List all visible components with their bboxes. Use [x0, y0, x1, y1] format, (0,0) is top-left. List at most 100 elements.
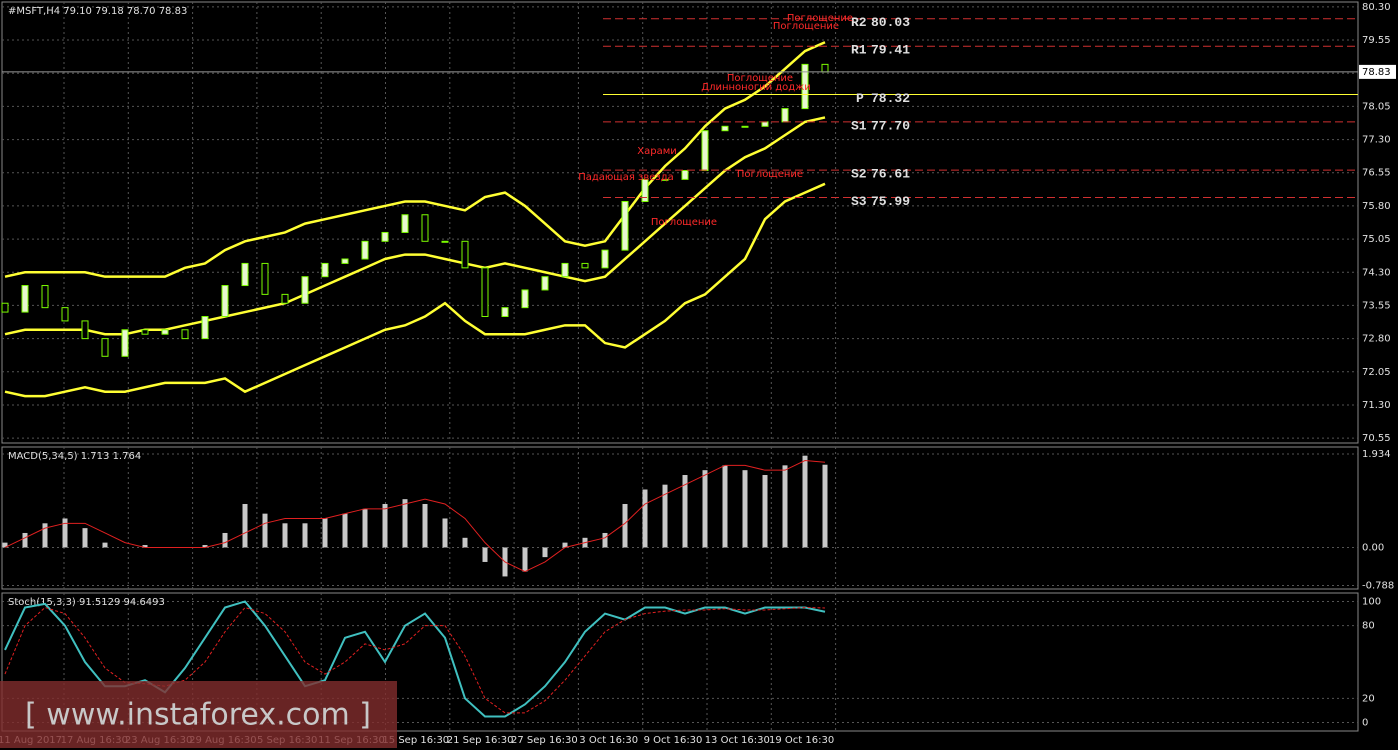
macd-bar [542, 547, 548, 558]
y-tick-label: -0.788 [1362, 581, 1394, 592]
time-label: 19 Oct 16:30 [769, 735, 834, 746]
macd-bar [782, 465, 788, 548]
macd-bar [822, 464, 828, 548]
candle [21, 285, 29, 313]
pivot-name: P [856, 91, 864, 106]
candle [81, 320, 89, 340]
pivot-name: S3 [851, 194, 867, 209]
current-price-box [1359, 64, 1396, 79]
macd-bar [462, 537, 468, 548]
pivot-name: S1 [851, 118, 867, 133]
macd-bar [622, 503, 628, 548]
candle [321, 262, 329, 278]
y-tick-label: 75.05 [1362, 234, 1391, 245]
macd-bar [522, 547, 528, 572]
pattern-annotation: Поглощение [787, 13, 853, 24]
candle [501, 307, 509, 317]
pattern-annotation: Поглощение [727, 73, 793, 84]
candle [801, 63, 809, 110]
y-tick-label: 80 [1362, 621, 1375, 632]
macd-bar [662, 484, 668, 548]
candle [561, 262, 569, 278]
y-tick-label: 0 [1362, 718, 1368, 729]
pattern-annotation: Длинноногий доджи [701, 82, 810, 93]
pivot-name: S2 [851, 167, 867, 182]
candle [541, 276, 549, 291]
macd-bar [402, 499, 408, 548]
candle [261, 262, 269, 295]
panel-frame [1, 592, 1359, 732]
macd-bar [442, 518, 448, 548]
candle [761, 121, 769, 127]
macd-bar [682, 475, 688, 548]
y-tick-label: 78.05 [1362, 101, 1391, 112]
pattern-annotation: Падающая звезда [578, 172, 674, 183]
y-tick-label: 72.80 [1362, 334, 1391, 345]
pattern-annotation: Поглощение [651, 217, 717, 228]
candle [721, 125, 729, 132]
y-tick-label: 1.934 [1362, 449, 1391, 460]
candle [821, 63, 829, 73]
panel-title: #MSFT,H4 79.10 79.18 78.70 78.83 [8, 6, 187, 17]
watermark: [ www.instaforex.com ] [25, 698, 371, 733]
candle [181, 329, 189, 340]
candle [381, 231, 389, 242]
pivot-name: R2 [851, 15, 867, 30]
macd-bar [802, 455, 808, 548]
macd-bar [2, 542, 8, 548]
macd-bar [242, 503, 248, 548]
pattern-annotation: Поглощение [737, 169, 803, 180]
macd-bar [302, 523, 308, 548]
time-label: 13 Oct 16:30 [705, 735, 770, 746]
candle [641, 178, 649, 202]
y-tick-label: 20 [1362, 693, 1375, 704]
y-tick-label: 79.55 [1362, 35, 1391, 46]
candle [241, 262, 249, 287]
candle [461, 240, 469, 269]
time-label: 21 Sep 16:30 [447, 735, 514, 746]
macd-bar [382, 503, 388, 548]
macd-bar [562, 542, 568, 548]
pivot-name: R1 [851, 43, 867, 58]
candle [1, 302, 9, 313]
candle [401, 214, 409, 233]
y-tick-label: 73.55 [1362, 300, 1391, 311]
macd-bar [142, 545, 148, 548]
pattern-annotation: Харами [637, 146, 677, 157]
pivot-value: 77.70 [871, 118, 910, 133]
signal-line [4, 460, 826, 573]
macd-bar [322, 518, 328, 548]
candle [581, 262, 589, 269]
time-label: 27 Sep 16:30 [511, 735, 578, 746]
pivot-value: 75.99 [871, 194, 910, 209]
panel-frame [1, 1, 1359, 444]
y-tick-label: 72.05 [1362, 367, 1391, 378]
current-price-label: 78.83 [1362, 67, 1391, 78]
y-tick-label: 70.55 [1362, 433, 1391, 444]
pivot-value: 76.61 [871, 167, 910, 182]
candle [421, 214, 429, 242]
candle [701, 130, 709, 172]
candle [281, 293, 289, 304]
candle [141, 329, 149, 335]
candle [621, 200, 629, 251]
candle [781, 108, 789, 123]
y-tick-label: 0.00 [1362, 542, 1384, 553]
time-label: 3 Oct 16:30 [579, 735, 638, 746]
macd-bar [42, 523, 48, 548]
candle [121, 329, 129, 357]
time-label: 15 Sep 16:30 [382, 735, 449, 746]
candle [741, 125, 749, 128]
macd-bar [422, 503, 428, 548]
bollinger-band [4, 182, 826, 398]
y-tick-label: 76.55 [1362, 168, 1391, 179]
macd-bar [742, 470, 748, 548]
panel-frame [1, 446, 1359, 590]
candle [681, 170, 689, 180]
candle [481, 267, 489, 317]
time-label: 9 Oct 16:30 [644, 735, 703, 746]
macd-bar [342, 513, 348, 548]
pivot-value: 79.41 [871, 43, 910, 58]
